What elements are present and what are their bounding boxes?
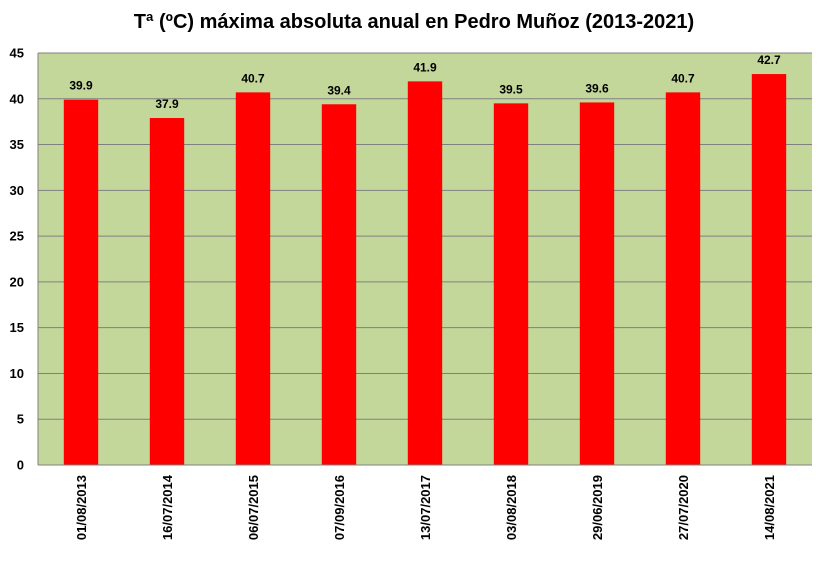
y-tick-label: 5 xyxy=(17,412,24,427)
x-tick-label: 01/08/2013 xyxy=(74,475,89,540)
data-label: 37.9 xyxy=(155,97,179,111)
data-label: 40.7 xyxy=(671,71,695,85)
data-label: 39.9 xyxy=(69,79,93,93)
data-label: 40.7 xyxy=(241,71,265,85)
y-tick-label: 20 xyxy=(10,274,24,289)
data-label: 39.6 xyxy=(585,81,609,95)
chart-title: Tª (ºC) máxima absoluta anual en Pedro M… xyxy=(134,11,694,33)
y-tick-label: 30 xyxy=(10,183,24,198)
y-tick-label: 35 xyxy=(10,137,24,152)
y-axis: 0 5 10 15 20 25 30 35 40 45 xyxy=(10,46,39,473)
data-label: 39.4 xyxy=(327,83,351,97)
y-tick-label: 45 xyxy=(10,46,24,61)
bar xyxy=(579,102,615,465)
bar xyxy=(63,99,99,466)
x-axis: 01/08/2013 16/07/2014 06/07/2015 07/09/2016… xyxy=(38,464,812,540)
x-tick-label: 07/09/2016 xyxy=(332,475,347,540)
x-tick-label: 06/07/2015 xyxy=(246,475,261,540)
data-label: 39.5 xyxy=(499,82,523,96)
bar xyxy=(321,104,357,465)
y-tick-label: 10 xyxy=(10,366,24,381)
y-tick-label: 40 xyxy=(10,91,24,106)
bar xyxy=(665,92,701,465)
x-tick-label: 13/07/2017 xyxy=(418,475,433,540)
bar xyxy=(149,118,185,465)
x-tick-label: 03/08/2018 xyxy=(504,475,519,540)
y-tick-label: 0 xyxy=(17,458,24,473)
data-label: 41.9 xyxy=(413,60,437,74)
y-tick-label: 15 xyxy=(10,320,24,335)
x-tick-label: 14/08/2021 xyxy=(762,475,777,540)
bar xyxy=(235,92,271,465)
x-tick-label: 27/07/2020 xyxy=(676,475,691,540)
data-labels: 39.9 37.9 40.7 39.4 41.9 39.5 39.6 40.7 42.7 xyxy=(69,53,781,111)
y-tick-label: 25 xyxy=(10,229,24,244)
x-tick-label: 16/07/2014 xyxy=(160,474,175,540)
bar xyxy=(407,81,443,465)
x-tick-label: 29/06/2019 xyxy=(590,475,605,540)
bar xyxy=(751,74,787,466)
bar xyxy=(493,103,529,465)
data-label: 42.7 xyxy=(757,53,781,67)
bar-series xyxy=(63,74,787,466)
